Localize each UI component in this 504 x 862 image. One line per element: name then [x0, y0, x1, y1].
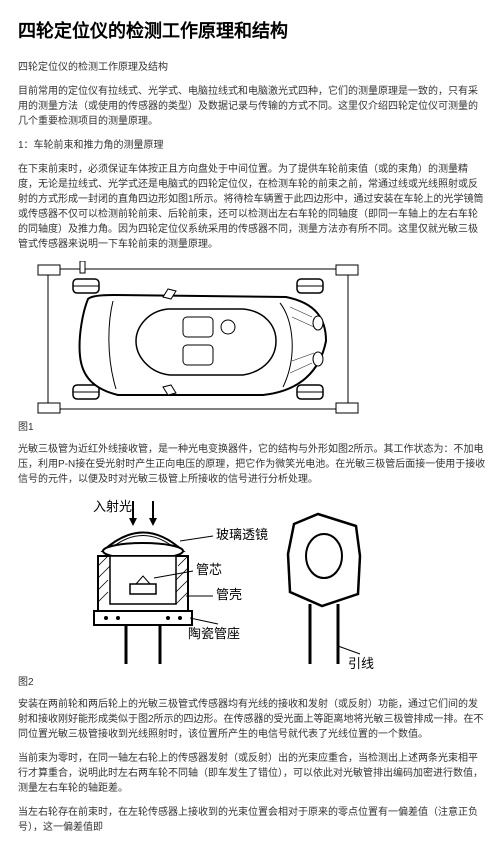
paragraph-phototransistor: 光敏三极管为近红外线接收管，是一种光电变换器件，它的结构与外形如图2所示。其工作…: [18, 442, 486, 487]
phototransistor-diagram: 入射光 玻璃透镜 管芯 管壳 陶瓷管座 引线: [18, 496, 398, 671]
page-title: 四轮定位仪的检测工作原理和结构: [18, 18, 486, 45]
figure-1: [18, 261, 486, 416]
label-lead: 引线: [348, 656, 374, 671]
paragraph-overview: 目前常用的定位仪有拉线式、光学式、电脑拉线式和电脑激光式四种，它们的测量原理是一…: [18, 84, 486, 129]
paragraph-toe-offset: 当左右轮存在前束时，在左轮传感器上接收到的光束位置会相对于原来的零点位置有一偏差…: [18, 805, 486, 835]
label-incident: 入射光: [93, 499, 132, 514]
label-shell: 管壳: [216, 587, 242, 602]
intro-subtitle: 四轮定位仪的检测工作原理及结构: [18, 60, 486, 75]
paragraph-front-toe: 在下束前束时，必须保证车体按正且方向盘处于中间位置。为了提供车轮前束值（或的束角…: [18, 162, 486, 252]
label-ceramic: 陶瓷管座: [188, 626, 240, 641]
paragraph-zero-toe: 当前束为零时，在同一轴左右轮上的传感器发射（或反射）出的光束应重合，当检测出上述…: [18, 751, 486, 796]
section-1-heading: 1：车轮前束和推力角的测量原理: [18, 138, 486, 153]
figure-2-label: 图2: [18, 675, 486, 690]
figure-1-label: 图1: [18, 420, 486, 435]
paragraph-sensor-array: 安装在两前轮和两后轮上的光敏三极管式传感器均有光线的接收和发射（或反射）功能，通…: [18, 697, 486, 742]
label-core: 管芯: [196, 562, 222, 577]
label-lens: 玻璃透镜: [216, 527, 268, 542]
figure-2: 入射光 玻璃透镜 管芯 管壳 陶瓷管座 引线: [18, 496, 486, 671]
car-top-diagram: [18, 261, 378, 416]
